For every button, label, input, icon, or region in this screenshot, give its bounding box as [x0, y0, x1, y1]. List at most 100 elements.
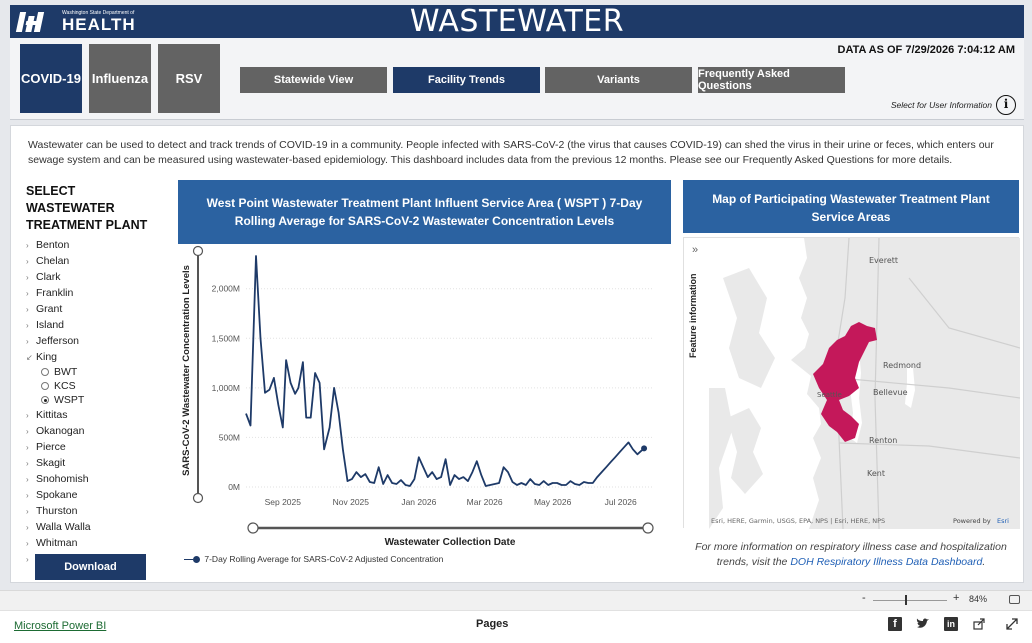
respiratory-dashboard-link[interactable]: DOH Respiratory Illness Data Dashboard [790, 556, 983, 568]
county-label: King [36, 351, 58, 363]
fit-to-page-icon[interactable] [1009, 595, 1020, 604]
series-line[interactable] [245, 255, 645, 487]
y-tick-label: 1,500M [212, 333, 240, 343]
y-axis-title: SARS-CoV-2 Wastewater Concentration Leve… [181, 265, 192, 476]
x-range-slider-right-handle[interactable] [642, 522, 654, 534]
powered-by-esri-link[interactable]: Esri [997, 517, 1009, 525]
expand-right-icon[interactable]: › [26, 304, 29, 314]
county-item[interactable]: › Chelan [26, 253, 161, 269]
view-variants-button[interactable]: Variants [545, 67, 692, 93]
expand-right-icon[interactable]: › [26, 410, 29, 420]
expand-right-icon[interactable]: › [26, 336, 29, 346]
y-range-slider-bottom-handle[interactable] [192, 492, 204, 504]
county-item[interactable]: › Snohomish [26, 471, 161, 487]
radio-button[interactable] [41, 396, 49, 404]
share-icon[interactable] [972, 617, 986, 631]
tab-covid-19[interactable]: COVID-19 [20, 44, 82, 113]
tab-influenza[interactable]: Influenza [89, 44, 151, 113]
zoom-slider-handle[interactable] [905, 595, 907, 605]
county-label: Chelan [36, 255, 70, 267]
expand-right-icon[interactable]: › [26, 256, 29, 266]
plant-option[interactable]: KCS [26, 379, 161, 393]
expand-right-icon[interactable]: › [26, 240, 29, 250]
y-tick-label: 0M [228, 482, 240, 492]
county-item[interactable]: › Walla Walla [26, 519, 161, 535]
legend-line-icon [184, 559, 193, 561]
y-tick-label: 1,000M [212, 383, 240, 393]
series-end-point[interactable] [641, 445, 648, 452]
x-tick-label: Sep 2025 [265, 497, 302, 507]
view-statewide-button[interactable]: Statewide View [240, 67, 387, 93]
footnote-text: For more information on respiratory illn… [695, 541, 1007, 568]
expand-chevron-icon[interactable]: » [692, 244, 699, 256]
tab-rsv[interactable]: RSV [158, 44, 220, 113]
county-item[interactable]: › Jefferson [26, 333, 161, 349]
expand-right-icon[interactable]: › [26, 272, 29, 282]
county-item[interactable]: › Grant [26, 301, 161, 317]
county-item[interactable]: › Whitman [26, 535, 161, 551]
title-bar: Washington State Department of HEALTH WA… [10, 5, 1024, 38]
view-faq-button[interactable]: Frequently Asked Questions [698, 67, 845, 93]
expand-right-icon[interactable]: › [26, 320, 29, 330]
county-item[interactable]: › Spokane [26, 487, 161, 503]
twitter-icon[interactable] [916, 617, 930, 631]
fullscreen-icon[interactable] [1005, 617, 1019, 631]
county-item[interactable]: › Kittitas [26, 407, 161, 423]
expand-right-icon[interactable]: › [26, 288, 29, 298]
zoom-in-button[interactable]: + [953, 592, 960, 604]
powerbi-link[interactable]: Microsoft Power BI [14, 620, 107, 632]
county-label: Benton [36, 239, 70, 251]
view-facility-trends-button[interactable]: Facility Trends [393, 67, 540, 93]
county-label: Jefferson [36, 335, 79, 347]
county-item[interactable]: › Thurston [26, 503, 161, 519]
expand-right-icon[interactable]: › [26, 426, 29, 436]
linkedin-icon[interactable]: in [944, 617, 958, 631]
county-item[interactable]: › Skagit [26, 455, 161, 471]
x-tick-label: Jul 2026 [605, 497, 637, 507]
legend-label: 7-Day Rolling Average for SARS-CoV-2 Adj… [204, 554, 444, 564]
zoom-slider-track[interactable] [873, 600, 947, 601]
feature-information-strip[interactable]: » Feature information [684, 238, 709, 529]
map-panel: Map of Participating Wastewater Treatmen… [683, 180, 1020, 530]
x-axis-title: Wastewater Collection Date [385, 537, 516, 548]
expand-right-icon[interactable]: › [26, 490, 29, 500]
zoom-bar: - + 84% [0, 590, 1032, 610]
kitsap-land [709, 388, 733, 529]
expand-down-icon[interactable]: ↙ [26, 352, 33, 362]
county-item[interactable]: › Island [26, 317, 161, 333]
county-item[interactable]: › Okanogan [26, 423, 161, 439]
navigation-bar: COVID-19 Influenza RSV Statewide View Fa… [10, 38, 1024, 120]
county-item[interactable]: › Clark [26, 269, 161, 285]
x-range-slider-left-handle[interactable] [247, 522, 259, 534]
expand-right-icon[interactable]: › [26, 522, 29, 532]
county-item[interactable]: › Benton [26, 237, 161, 253]
county-item[interactable]: › Pierce [26, 439, 161, 455]
county-item[interactable]: ↙ King [26, 349, 161, 365]
county-label: Skagit [36, 457, 66, 469]
radio-button[interactable] [41, 368, 49, 376]
county-item[interactable]: › Franklin [26, 285, 161, 301]
y-range-slider-top-handle[interactable] [192, 245, 204, 257]
expand-right-icon[interactable]: › [26, 554, 29, 564]
radio-button[interactable] [41, 382, 49, 390]
map-attribution: Esri, HERE, Garmin, USGS, EPA, NPS | Esr… [711, 517, 885, 525]
page-title: WASTEWATER [409, 4, 625, 39]
info-icon[interactable]: i [996, 95, 1016, 115]
expand-right-icon[interactable]: › [26, 538, 29, 548]
expand-right-icon[interactable]: › [26, 474, 29, 484]
expand-right-icon[interactable]: › [26, 442, 29, 452]
service-area-map[interactable]: » Feature information [683, 237, 1020, 529]
download-button[interactable]: Download [35, 554, 146, 580]
expand-right-icon[interactable]: › [26, 458, 29, 468]
plant-option[interactable]: WSPT [26, 393, 161, 407]
expand-right-icon[interactable]: › [26, 506, 29, 516]
zoom-out-button[interactable]: - [862, 592, 866, 604]
county-label: Grant [36, 303, 63, 315]
wspt-service-area[interactable] [813, 322, 877, 442]
county-label: Franklin [36, 287, 74, 299]
plant-option[interactable]: BWT [26, 365, 161, 379]
facebook-icon[interactable]: f [888, 617, 902, 631]
map-canvas[interactable]: Everett Redmond Seattle Bellevue Renton … [709, 238, 1020, 529]
pages-button[interactable]: Pages [476, 618, 509, 630]
plant-selector: SELECT WASTEWATER TREATMENT PLANT › Bento… [26, 183, 161, 567]
